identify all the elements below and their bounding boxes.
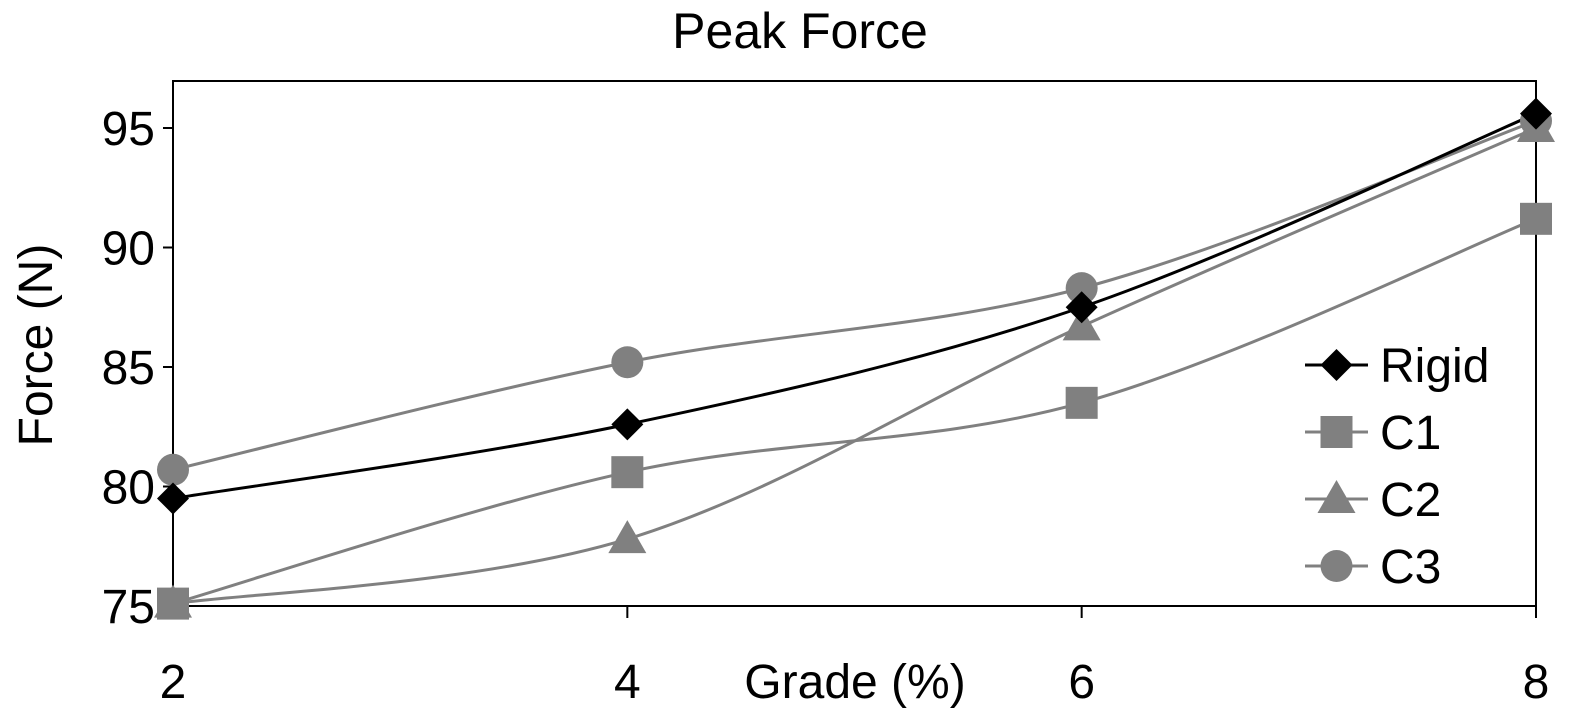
data-point-c1 <box>1520 202 1552 235</box>
y-tick-label: 90 <box>102 223 155 276</box>
data-point-rigid <box>1520 97 1552 130</box>
series-line-c1 <box>172 217 1537 606</box>
series-line-c2 <box>172 126 1537 606</box>
legend-label: C2 <box>1380 474 1441 527</box>
data-point-c2 <box>608 520 647 554</box>
y-tick-label: 85 <box>102 342 155 395</box>
data-point-rigid <box>157 482 189 515</box>
y-axis: 75 80 85 90 95 <box>102 103 173 634</box>
y-tick-label: 95 <box>102 103 155 156</box>
data-point-rigid <box>611 408 644 441</box>
legend: Rigid C1 C2 C3 <box>1305 340 1489 594</box>
legend-label: C3 <box>1380 541 1441 594</box>
series-markers <box>154 97 1555 620</box>
plot-area-frame <box>172 80 1537 607</box>
x-tick-label: 4 <box>614 656 641 709</box>
y-axis-label: Force (N) <box>10 244 63 447</box>
data-point-c1 <box>611 456 644 489</box>
x-tick-label: 8 <box>1523 656 1550 709</box>
x-axis-label: Grade (%) <box>744 656 965 709</box>
series-line-c3 <box>172 119 1537 472</box>
data-point-c2 <box>154 584 192 618</box>
data-point-c3 <box>1065 272 1098 305</box>
series-lines <box>172 112 1537 606</box>
data-point-c3 <box>611 346 644 379</box>
x-tick-label: 6 <box>1068 656 1095 709</box>
data-point-c3 <box>157 453 189 486</box>
legend-label: C1 <box>1380 407 1441 460</box>
chart-title: Peak Force <box>672 3 928 59</box>
legend-marker-c3 <box>1320 550 1353 582</box>
series-line-rigid <box>172 112 1537 500</box>
data-point-c2 <box>1062 307 1101 341</box>
data-point-rigid <box>1065 291 1098 324</box>
legend-marker-c1 <box>1320 416 1353 448</box>
y-tick-label: 80 <box>102 462 155 515</box>
y-tick-label: 75 <box>102 581 155 634</box>
legend-marker-rigid <box>1320 349 1353 381</box>
legend-marker-c2 <box>1317 480 1356 513</box>
x-tick-label: 2 <box>160 656 187 709</box>
data-point-c1 <box>1065 386 1098 419</box>
legend-label: Rigid <box>1380 340 1489 393</box>
